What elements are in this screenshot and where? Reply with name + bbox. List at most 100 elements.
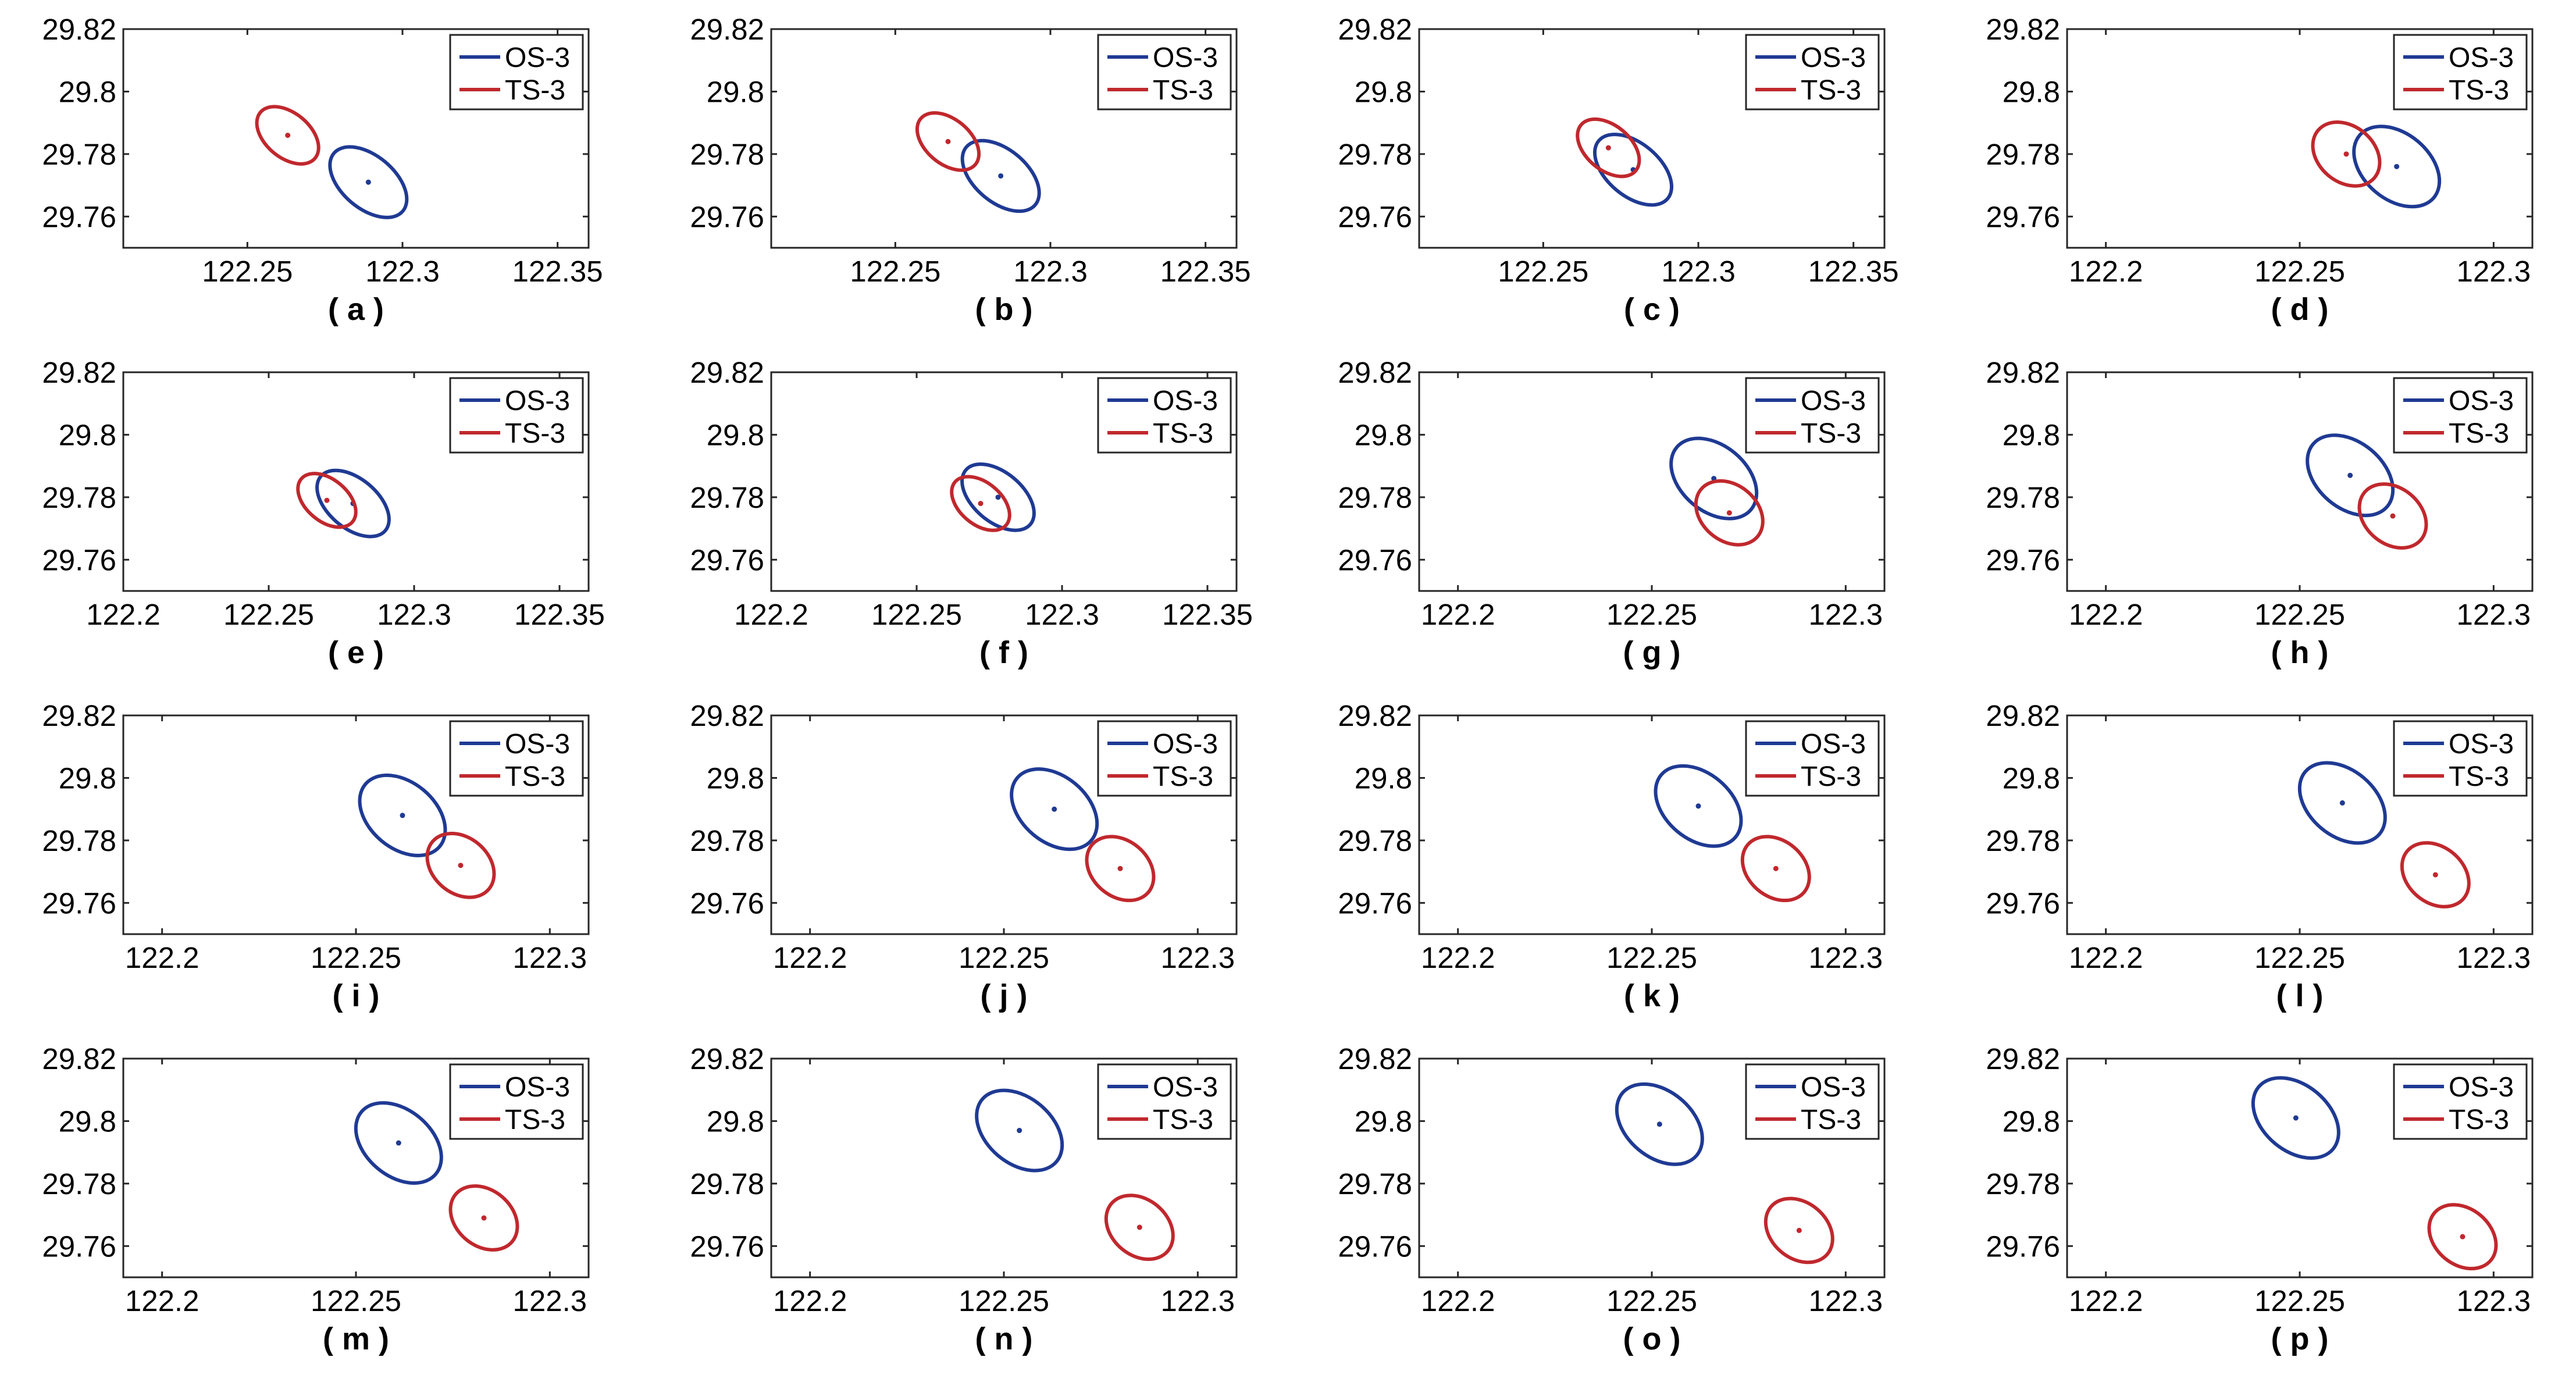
legend: OS-3TS-3	[1745, 1063, 1880, 1140]
legend-label-os-3: OS-3	[2449, 386, 2514, 416]
subplot-caption: ( j )	[981, 978, 1028, 1013]
legend-label-os-3: OS-3	[505, 386, 570, 416]
legend-box	[449, 377, 584, 454]
y-tick-label: 29.78	[1338, 138, 1412, 171]
plot-area	[1669, 436, 1765, 547]
legend-label-os-3: OS-3	[505, 1072, 570, 1103]
x-tick-label: 122.25	[2254, 1284, 2345, 1317]
legend-label-ts-3: TS-3	[1153, 761, 1213, 792]
subplot-caption: ( d )	[2271, 292, 2329, 327]
y-tick-label: 29.8	[707, 75, 764, 108]
ts-3-ellipse	[1763, 1196, 1834, 1265]
subplot-caption: ( e )	[328, 635, 384, 670]
y-tick-label: 29.8	[59, 418, 116, 451]
os-3-ellipse	[2352, 124, 2442, 209]
os-3-ellipse	[2297, 761, 2387, 845]
ts-3-center-point	[1726, 510, 1732, 516]
legend: OS-3TS-3	[449, 34, 584, 111]
legend: OS-3TS-3	[1745, 34, 1880, 111]
y-tick-label: 29.8	[1355, 418, 1412, 451]
ts-3-ellipse	[2427, 1203, 2498, 1271]
y-tick-label: 29.82	[690, 1042, 764, 1075]
legend-box	[2393, 1063, 2528, 1140]
x-tick-label: 122.2	[125, 941, 199, 974]
x-tick-label: 122.35	[1160, 255, 1251, 288]
x-tick-label: 122.35	[514, 598, 605, 631]
legend-label-os-3: OS-3	[1153, 1072, 1218, 1103]
y-tick-label: 29.8	[707, 418, 764, 451]
legend: OS-3TS-3	[1097, 377, 1232, 454]
subplot-9: 29.82 29.8 29.78 29.76 122.2 122.25 122.3 OS-3T…	[690, 699, 1238, 1013]
y-tick-label: 29.82	[42, 1042, 116, 1075]
y-tick-label: 29.76	[42, 200, 116, 233]
axes-box	[1418, 28, 1886, 249]
subplot-caption: ( g )	[1623, 635, 1681, 670]
y-tick-label: 29.82	[42, 699, 116, 732]
x-tick-label: 122.3	[1809, 941, 1883, 974]
legend-box	[2393, 377, 2528, 454]
ts-3-center-point	[481, 1215, 487, 1221]
subplot-2: 29.82 29.8 29.78 29.76 122.25 122.3 122.35 OS-3…	[1338, 13, 1898, 327]
plot-area	[1615, 1082, 1834, 1265]
os-3-center-point	[2394, 163, 2400, 169]
legend-box	[2393, 720, 2528, 797]
x-tick-label: 122.2	[1421, 1284, 1495, 1317]
subplot-caption: ( i )	[333, 978, 380, 1013]
y-tick-label: 29.78	[690, 481, 764, 514]
y-tick-label: 29.78	[1338, 824, 1412, 857]
legend-box	[449, 1063, 584, 1140]
subplot-5: 29.82 29.8 29.78 29.76 122.2 122.25 122.3 122.3…	[690, 356, 1253, 670]
x-tick-label: 122.2	[1421, 598, 1495, 631]
subplot-caption: ( c )	[1624, 292, 1680, 327]
os-3-center-point	[995, 494, 1001, 500]
legend-box	[1097, 1063, 1232, 1140]
os-3-center-point	[396, 1140, 401, 1146]
x-tick-label: 122.25	[959, 941, 1049, 974]
y-tick-label: 29.82	[1338, 13, 1412, 46]
legend-label-os-3: OS-3	[1801, 42, 1866, 73]
y-tick-label: 29.8	[1355, 761, 1412, 795]
subplot-12: 29.82 29.8 29.78 29.76 122.2 122.25 122.3 OS-3T…	[42, 1042, 590, 1356]
legend: OS-3TS-3	[2393, 720, 2528, 797]
ts-3-ellipse	[2357, 482, 2428, 550]
os-3-ellipse	[1592, 133, 1674, 207]
legend-label-ts-3: TS-3	[2449, 75, 2509, 106]
legend-label-ts-3: TS-3	[1153, 1105, 1213, 1135]
subplot-10: 29.82 29.8 29.78 29.76 122.2 122.25 122.3 OS-3T…	[1338, 699, 1886, 1013]
os-3-ellipse	[354, 1101, 443, 1185]
plot-area	[1654, 764, 1811, 903]
y-tick-label: 29.76	[690, 1230, 764, 1263]
os-3-ellipse	[960, 138, 1041, 213]
os-3-ellipse	[960, 462, 1036, 532]
y-tick-label: 29.76	[690, 886, 764, 920]
subplot-caption: ( b )	[975, 292, 1033, 327]
y-tick-label: 29.78	[42, 1167, 116, 1201]
ts-3-ellipse	[1085, 835, 1156, 903]
y-tick-label: 29.82	[1338, 699, 1412, 732]
legend-box	[449, 34, 584, 111]
ts-3-ellipse	[2400, 841, 2471, 909]
subplot-caption: ( h )	[2271, 635, 2329, 670]
os-3-center-point	[1695, 803, 1701, 809]
x-tick-label: 122.35	[1808, 255, 1899, 288]
y-tick-label: 29.82	[1986, 1042, 2060, 1075]
y-tick-label: 29.8	[2003, 418, 2060, 451]
plot-area	[975, 1088, 1175, 1261]
axes-box	[770, 371, 1238, 592]
legend-label-ts-3: TS-3	[505, 1105, 565, 1135]
legend-label-ts-3: TS-3	[505, 75, 565, 106]
os-3-ellipse	[975, 1088, 1064, 1173]
subplot-7: 29.82 29.8 29.78 29.76 122.2 122.25 122.3 OS-3T…	[1986, 356, 2534, 670]
y-tick-label: 29.76	[1338, 886, 1412, 920]
x-tick-label: 122.3	[1161, 1284, 1235, 1317]
plot-area	[1010, 767, 1156, 903]
os-3-ellipse	[1615, 1082, 1704, 1166]
x-tick-label: 122.2	[86, 598, 161, 631]
x-tick-label: 122.3	[1013, 255, 1088, 288]
os-3-center-point	[2339, 800, 2345, 806]
subplot-3: 29.82 29.8 29.78 29.76 122.2 122.25 122.3 OS-3T…	[1986, 13, 2534, 327]
subplot-15: 29.82 29.8 29.78 29.76 122.2 122.25 122.3 OS-3T…	[1986, 1042, 2534, 1356]
legend-label-ts-3: TS-3	[2449, 761, 2509, 792]
y-tick-label: 29.76	[1986, 886, 2060, 920]
ts-3-center-point	[1796, 1227, 1802, 1233]
